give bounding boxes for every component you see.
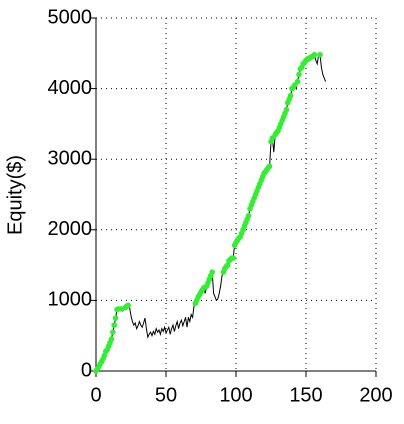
- new-high-marker: [294, 78, 301, 85]
- y-tick-label: 0: [81, 359, 92, 381]
- x-tick-label: 150: [289, 384, 322, 406]
- new-high-marker: [245, 212, 252, 219]
- new-high-marker: [118, 306, 124, 312]
- new-high-marker: [125, 302, 131, 309]
- new-high-marker: [108, 336, 115, 343]
- new-high-marker: [287, 92, 294, 99]
- x-tick-label: 50: [155, 384, 177, 406]
- new-high-marker: [230, 255, 236, 261]
- new-high-marker: [111, 322, 117, 328]
- y-tick-label: 2000: [48, 218, 93, 240]
- new-high-marker: [112, 315, 119, 321]
- y-tick-label: 3000: [48, 147, 93, 169]
- new-high-marker: [317, 51, 323, 58]
- x-tick-label: 200: [359, 384, 392, 406]
- y-tick-label: 1000: [48, 289, 93, 311]
- new-high-marker: [266, 163, 273, 170]
- x-tick-label: 0: [90, 384, 101, 406]
- equity-line: [95, 53, 327, 372]
- new-high-marker: [296, 71, 302, 78]
- y-tick-label: 4000: [48, 77, 93, 99]
- y-tick-label: 5000: [48, 6, 93, 28]
- new-high-marker: [224, 262, 231, 268]
- new-high-marker: [311, 51, 318, 58]
- new-high-marker: [283, 106, 290, 113]
- new-high-marker: [110, 329, 116, 335]
- x-tick-label: 100: [219, 384, 252, 406]
- new-high-marker: [101, 352, 108, 359]
- y-axis-label: Equity($): [4, 155, 26, 235]
- new-high-marker: [209, 269, 215, 275]
